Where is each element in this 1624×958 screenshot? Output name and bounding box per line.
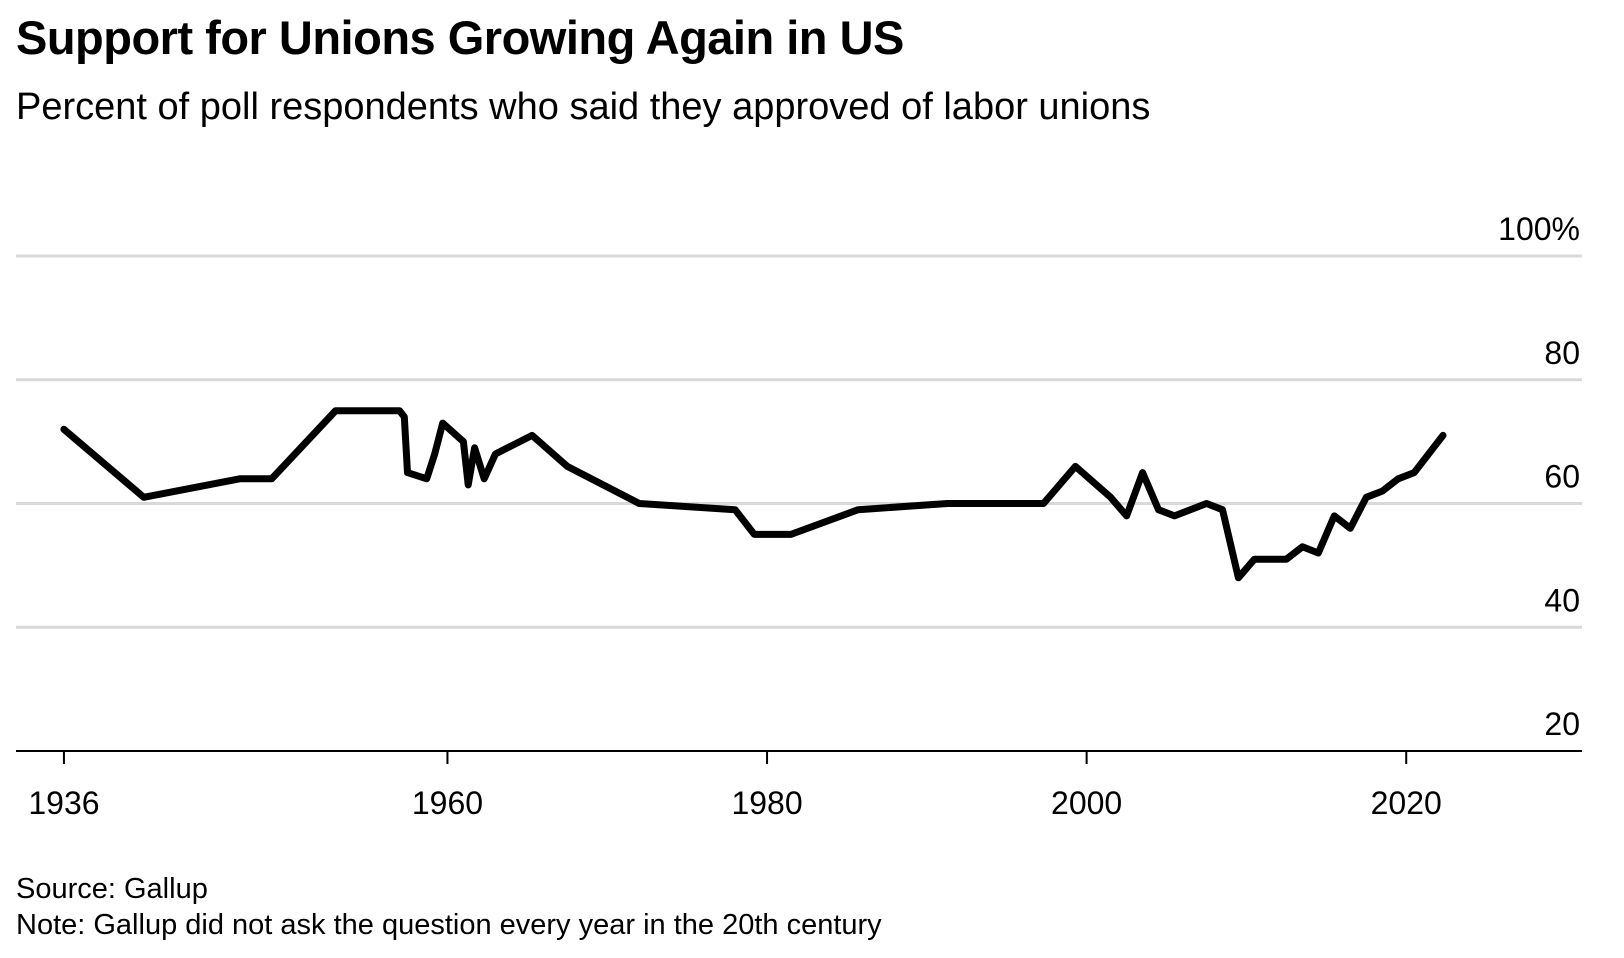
x-tick-label: 2000: [1051, 785, 1122, 821]
chart-title: Support for Unions Growing Again in US: [16, 11, 904, 64]
series-line: [60, 407, 1447, 582]
y-tick-label: 40: [1544, 582, 1580, 618]
y-tick-label: 80: [1544, 335, 1580, 371]
y-tick-label: 60: [1544, 459, 1580, 495]
x-tick-label: 1960: [412, 785, 483, 821]
footnote: Note: Gallup did not ask the question ev…: [16, 909, 882, 941]
chart-subtitle: Percent of poll respondents who said the…: [16, 86, 1151, 128]
x-tick-label: 1980: [731, 785, 802, 821]
x-tick-label: 1936: [28, 785, 99, 821]
y-tick-label: 20: [1544, 706, 1580, 742]
x-tick-label: 2020: [1371, 785, 1442, 821]
y-tick-label: 100%: [1498, 211, 1580, 247]
source-note: Source: Gallup: [16, 873, 208, 905]
